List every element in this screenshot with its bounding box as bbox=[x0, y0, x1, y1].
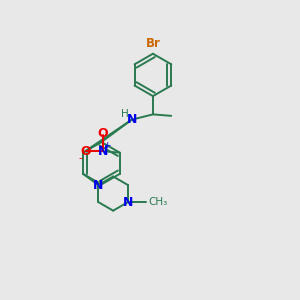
Text: N: N bbox=[123, 196, 133, 208]
Text: O: O bbox=[98, 127, 108, 140]
Text: H: H bbox=[122, 110, 129, 119]
Text: +: + bbox=[103, 141, 110, 150]
Text: Br: Br bbox=[146, 37, 160, 50]
Text: CH₃: CH₃ bbox=[148, 197, 168, 207]
Text: N: N bbox=[98, 145, 108, 158]
Text: O: O bbox=[80, 145, 91, 158]
Text: N: N bbox=[127, 113, 137, 126]
Text: -: - bbox=[78, 153, 82, 163]
Text: N: N bbox=[93, 178, 103, 191]
